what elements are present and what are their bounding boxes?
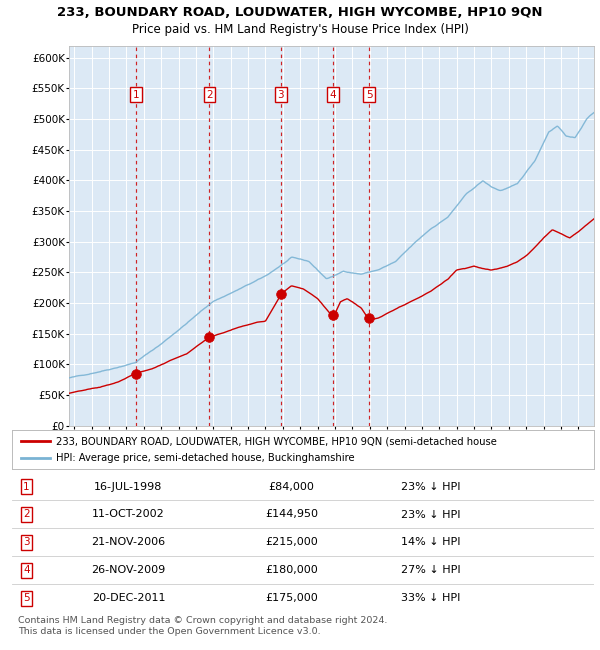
Text: 5: 5 (23, 593, 30, 603)
Text: 1: 1 (23, 482, 30, 491)
Text: £84,000: £84,000 (268, 482, 314, 491)
Text: HPI: Average price, semi-detached house, Buckinghamshire: HPI: Average price, semi-detached house,… (56, 454, 354, 463)
Text: £175,000: £175,000 (265, 593, 318, 603)
Text: This data is licensed under the Open Government Licence v3.0.: This data is licensed under the Open Gov… (18, 627, 320, 636)
Text: 233, BOUNDARY ROAD, LOUDWATER, HIGH WYCOMBE, HP10 9QN: 233, BOUNDARY ROAD, LOUDWATER, HIGH WYCO… (57, 6, 543, 20)
Text: 5: 5 (366, 90, 373, 99)
Text: £215,000: £215,000 (265, 538, 318, 547)
Text: £144,950: £144,950 (265, 510, 318, 519)
Text: 33% ↓ HPI: 33% ↓ HPI (401, 593, 461, 603)
Text: 2: 2 (23, 510, 30, 519)
Text: 2: 2 (206, 90, 213, 99)
Text: Price paid vs. HM Land Registry's House Price Index (HPI): Price paid vs. HM Land Registry's House … (131, 23, 469, 36)
Text: 4: 4 (23, 566, 30, 575)
Text: 26-NOV-2009: 26-NOV-2009 (91, 566, 166, 575)
Text: 16-JUL-1998: 16-JUL-1998 (94, 482, 163, 491)
Text: 23% ↓ HPI: 23% ↓ HPI (401, 482, 461, 491)
Text: 3: 3 (278, 90, 284, 99)
Text: 233, BOUNDARY ROAD, LOUDWATER, HIGH WYCOMBE, HP10 9QN (semi-detached house: 233, BOUNDARY ROAD, LOUDWATER, HIGH WYCO… (56, 436, 497, 446)
Text: 1: 1 (133, 90, 139, 99)
Text: 23% ↓ HPI: 23% ↓ HPI (401, 510, 461, 519)
Text: 4: 4 (330, 90, 337, 99)
Text: £180,000: £180,000 (265, 566, 318, 575)
Text: 20-DEC-2011: 20-DEC-2011 (92, 593, 165, 603)
Text: 3: 3 (23, 538, 30, 547)
Text: Contains HM Land Registry data © Crown copyright and database right 2024.: Contains HM Land Registry data © Crown c… (18, 616, 388, 625)
Text: 27% ↓ HPI: 27% ↓ HPI (401, 566, 461, 575)
Text: 11-OCT-2002: 11-OCT-2002 (92, 510, 165, 519)
Text: 21-NOV-2006: 21-NOV-2006 (91, 538, 166, 547)
Text: 14% ↓ HPI: 14% ↓ HPI (401, 538, 461, 547)
